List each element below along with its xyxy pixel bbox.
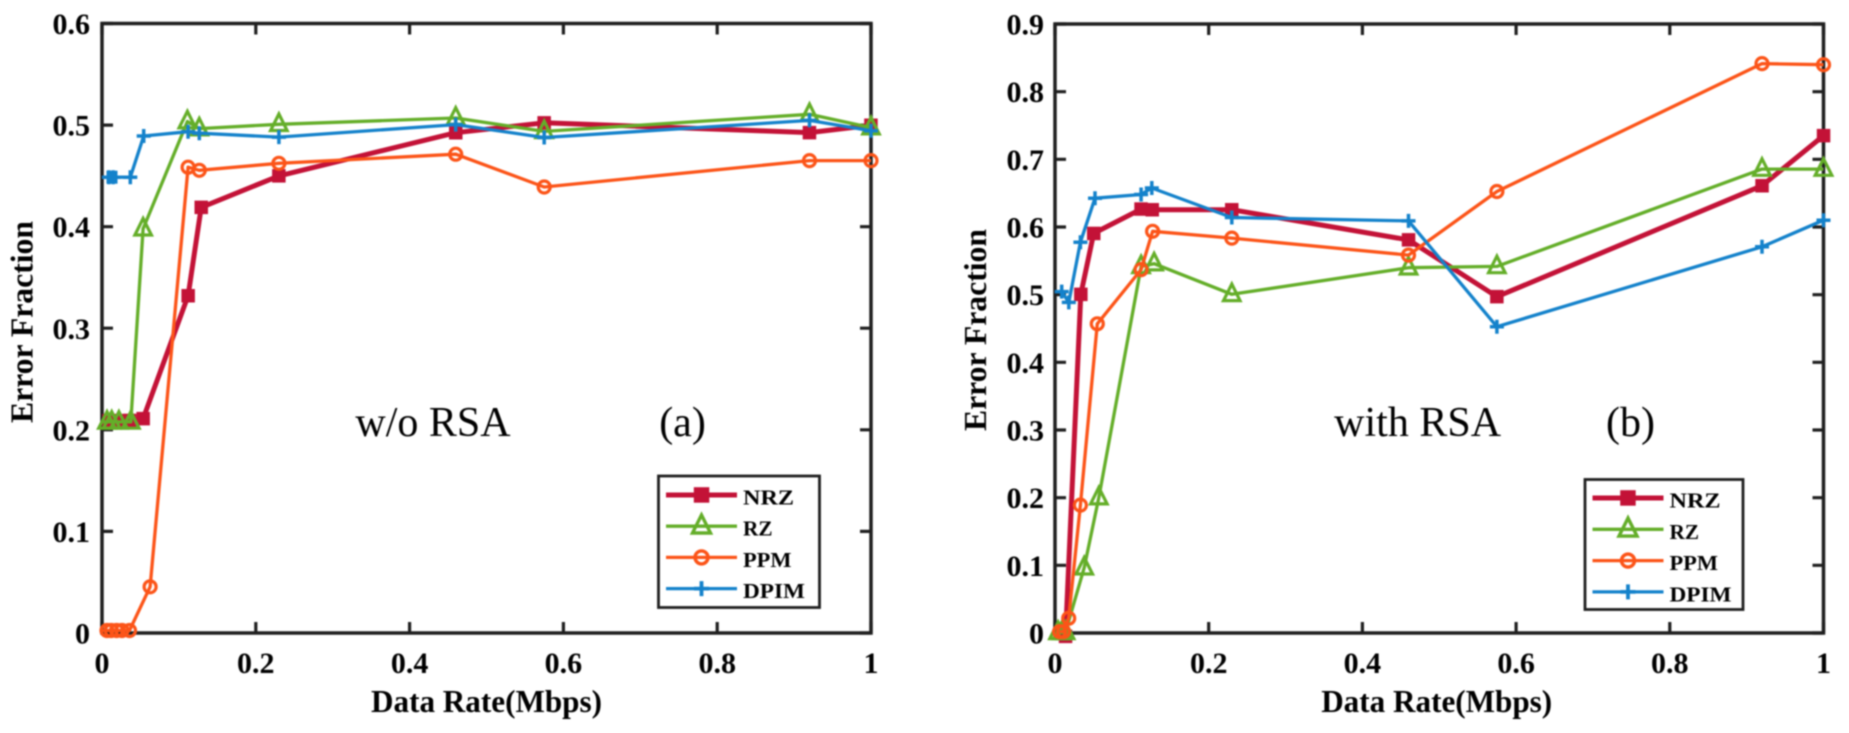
svg-text:0.5: 0.5 (1007, 279, 1045, 312)
svg-text:0.1: 0.1 (1007, 550, 1045, 583)
svg-text:0: 0 (95, 647, 110, 680)
svg-text:0.8: 0.8 (1007, 76, 1045, 109)
svg-text:0.2: 0.2 (1007, 482, 1045, 515)
svg-text:Data Rate(Mbps): Data Rate(Mbps) (371, 684, 602, 719)
svg-text:0.2: 0.2 (53, 414, 91, 447)
svg-text:Data Rate(Mbps): Data Rate(Mbps) (1321, 684, 1552, 719)
svg-text:0.8: 0.8 (1651, 647, 1689, 680)
svg-text:0: 0 (75, 618, 90, 651)
svg-text:0.6: 0.6 (53, 8, 91, 41)
svg-text:PPM: PPM (743, 548, 792, 572)
svg-text:0.4: 0.4 (1344, 647, 1382, 680)
svg-text:DPIM: DPIM (1670, 582, 1732, 606)
svg-text:RZ: RZ (743, 517, 773, 541)
svg-text:0.2: 0.2 (1190, 647, 1228, 680)
svg-text:Error Fraction: Error Fraction (958, 229, 993, 431)
svg-text:0.4: 0.4 (1007, 347, 1045, 380)
svg-text:0.1: 0.1 (53, 516, 91, 549)
svg-text:0.9: 0.9 (1007, 9, 1045, 42)
svg-text:0.4: 0.4 (391, 647, 429, 680)
svg-text:0.6: 0.6 (1007, 212, 1045, 245)
svg-text:0: 0 (1048, 647, 1063, 680)
svg-text:0.7: 0.7 (1007, 144, 1045, 177)
svg-text:0.3: 0.3 (53, 313, 91, 346)
svg-text:RZ: RZ (1670, 520, 1700, 544)
svg-text:Error Fraction: Error Fraction (5, 221, 40, 423)
svg-text:0: 0 (1029, 618, 1044, 651)
svg-text:w/o RSA: w/o RSA (355, 400, 511, 446)
svg-text:with RSA: with RSA (1334, 400, 1502, 446)
svg-text:NRZ: NRZ (1670, 489, 1721, 513)
svg-text:DPIM: DPIM (743, 579, 805, 603)
svg-text:0.2: 0.2 (237, 647, 275, 680)
svg-text:0.5: 0.5 (53, 110, 91, 143)
svg-text:1: 1 (864, 647, 879, 680)
svg-text:PPM: PPM (1670, 551, 1719, 575)
svg-text:0.3: 0.3 (1007, 415, 1045, 448)
svg-text:(b): (b) (1606, 400, 1655, 446)
svg-text:0.4: 0.4 (53, 211, 91, 244)
svg-text:1: 1 (1816, 647, 1831, 680)
svg-text:0.6: 0.6 (1497, 647, 1535, 680)
svg-text:(a): (a) (659, 400, 706, 446)
svg-text:0.8: 0.8 (698, 647, 736, 680)
svg-text:0.6: 0.6 (545, 647, 583, 680)
svg-text:NRZ: NRZ (743, 486, 794, 510)
